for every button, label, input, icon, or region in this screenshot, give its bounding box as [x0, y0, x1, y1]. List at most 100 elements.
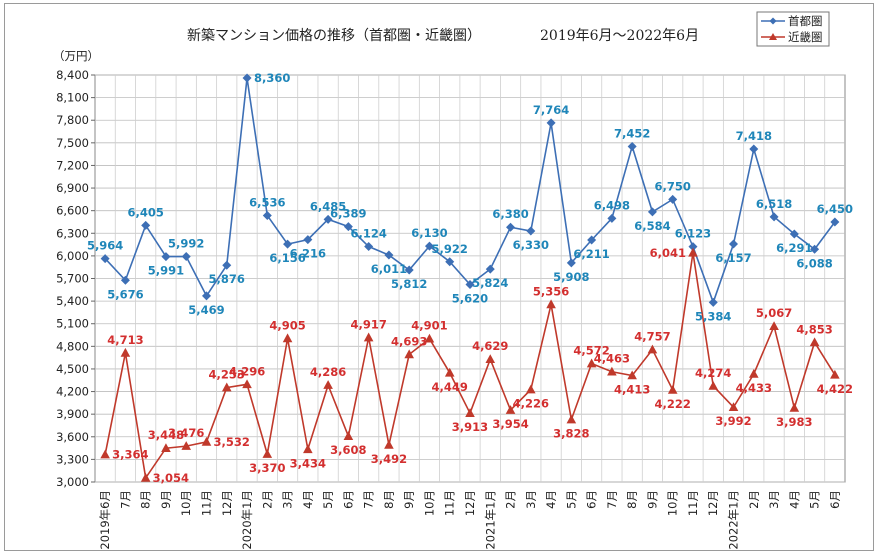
data-label: 4,413	[614, 383, 650, 397]
series-layer	[100, 73, 840, 482]
data-label: 4,222	[655, 397, 691, 411]
data-label: 3,992	[715, 414, 751, 428]
x-tick-label: 2月	[747, 490, 761, 509]
data-label: 5,824	[472, 276, 508, 290]
x-tick-label: 3月	[767, 490, 781, 509]
price-trend-chart: 新築マンション価格の推移（首都圏・近畿圏） 2019年6月～2022年6月 （万…	[53, 11, 853, 550]
x-tick-label: 2月	[504, 490, 518, 509]
data-label: 3,828	[553, 427, 589, 441]
chart-frame: 新築マンション価格の推移（首都圏・近畿圏） 2019年6月～2022年6月 （万…	[4, 3, 874, 551]
data-point	[140, 472, 151, 482]
data-point	[343, 222, 353, 232]
data-point	[748, 368, 759, 378]
x-tick-label: 7月	[118, 490, 132, 509]
y-tick-label: 6,600	[56, 204, 89, 218]
data-point	[708, 297, 718, 307]
data-point	[141, 220, 151, 230]
x-tick-label: 11月	[199, 490, 213, 516]
data-point	[749, 144, 759, 154]
x-tick-label: 6月	[585, 490, 599, 509]
data-label: 6,498	[594, 198, 630, 212]
data-point	[607, 213, 617, 223]
data-label: 5,469	[188, 303, 224, 317]
data-label: 3,983	[776, 415, 812, 429]
y-axis-unit-label: （万円）	[53, 49, 99, 63]
data-point	[688, 242, 698, 252]
data-label: 6,485	[310, 199, 346, 213]
data-label: 6,536	[249, 195, 285, 209]
data-point	[181, 441, 192, 450]
data-point	[120, 275, 130, 285]
data-point	[404, 265, 414, 275]
y-tick-label: 6,300	[56, 226, 89, 240]
data-point	[384, 439, 394, 449]
data-label: 3,954	[492, 417, 528, 431]
legend-label-tokyo: 首都圏	[788, 14, 823, 28]
data-point	[323, 214, 333, 224]
data-labels: 5,964 5,676 6,405 5,991 5,992 5,469 5,876 8,360…	[87, 71, 853, 485]
data-label: 3,370	[249, 461, 285, 475]
data-label: 4,901	[411, 319, 447, 333]
data-label: 6,211	[573, 247, 609, 261]
data-point	[789, 402, 800, 412]
data-point	[262, 210, 272, 220]
chart-title: 新築マンション価格の推移（首都圏・近畿圏）	[187, 28, 481, 44]
data-point	[465, 408, 475, 417]
x-tick-label: 4月	[544, 490, 558, 509]
x-tick-label: 10月	[666, 490, 680, 516]
data-point	[789, 229, 799, 239]
x-tick-label: 8月	[382, 490, 396, 509]
data-point	[587, 235, 597, 245]
data-label: 6,330	[513, 238, 549, 252]
data-label: 5,991	[148, 264, 184, 278]
data-point	[100, 449, 110, 459]
x-tick-label: 4月	[301, 490, 315, 509]
data-point	[303, 444, 313, 454]
data-label: 4,713	[107, 333, 143, 347]
data-point	[586, 358, 597, 368]
data-label: 6,380	[492, 207, 528, 221]
data-label: 4,629	[472, 339, 508, 353]
x-tick-label: 6月	[341, 490, 355, 509]
data-point	[526, 226, 536, 236]
data-label: 6,584	[634, 219, 670, 233]
legend-diamond-icon	[769, 17, 777, 25]
data-label: 4,693	[391, 334, 427, 348]
data-point	[769, 212, 779, 222]
x-tick-label: 2022年1月	[727, 490, 741, 550]
data-label: 5,067	[756, 306, 792, 320]
data-point	[303, 235, 313, 245]
x-tick-label: 5月	[564, 490, 578, 509]
data-label: 3,913	[452, 420, 488, 434]
data-label: 6,750	[655, 179, 691, 193]
x-tick-label: 2月	[260, 490, 274, 509]
data-point	[485, 264, 495, 274]
legend-label-kinki: 近畿圏	[788, 30, 823, 44]
data-point	[526, 384, 536, 394]
x-tick-label: 3月	[524, 490, 538, 509]
x-axis: 2019年6月 7月 8月 9月 10月 11月 12月 2020年1月 2月 3月 4月 5月 6月 7…	[98, 490, 842, 550]
legend: 首都圏 近畿圏	[756, 11, 830, 47]
data-label: 7,452	[614, 126, 650, 140]
x-tick-label: 4月	[787, 490, 801, 509]
data-point	[830, 217, 840, 227]
data-label: 5,620	[452, 292, 488, 306]
data-point	[729, 239, 739, 249]
x-tick-label: 11月	[443, 490, 457, 516]
data-label: 6,405	[127, 205, 163, 219]
data-point	[647, 207, 657, 217]
data-point	[201, 291, 211, 301]
data-point	[161, 252, 171, 262]
data-label: 5,922	[432, 242, 468, 256]
data-label: 6,041	[650, 246, 686, 260]
data-label: 4,757	[634, 330, 670, 344]
data-label: 3,476	[168, 426, 204, 440]
data-label: 6,088	[796, 256, 832, 270]
data-label: 5,812	[391, 277, 427, 291]
x-tick-label: 10月	[179, 490, 193, 516]
data-point	[343, 431, 354, 440]
x-tick-label: 7月	[362, 490, 376, 509]
data-label: 6,216	[290, 247, 326, 261]
data-label: 3,532	[213, 435, 249, 449]
x-tick-label: 2019年6月	[98, 490, 112, 550]
